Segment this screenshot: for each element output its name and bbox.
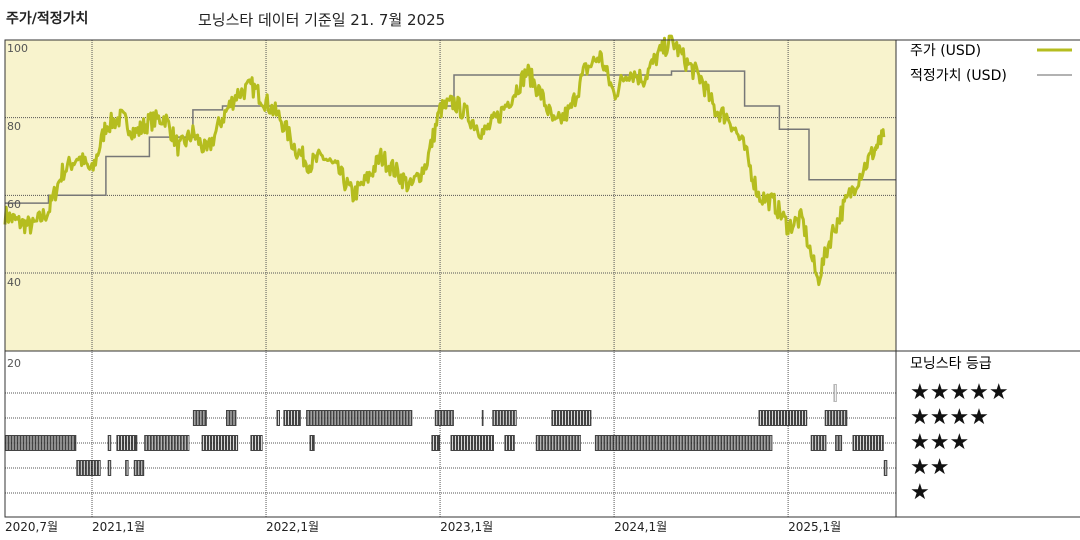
rating-bar [144, 435, 190, 451]
rating-segment-14 [116, 435, 138, 451]
rating-segment-12 [5, 435, 77, 451]
y-tick-100: 100 [7, 42, 28, 55]
rating-bar [201, 435, 239, 451]
rating-segment-20 [450, 435, 494, 451]
rating-segment-26 [852, 435, 884, 451]
price-line [3, 34, 886, 287]
rating-segment-3 [276, 410, 280, 426]
chart-subtitle: 모닝스타 데이터 기준일 21. 7월 2025 [198, 11, 446, 29]
fair-value-line [5, 70, 896, 204]
x-tick-label: 2021,1월 [92, 520, 145, 534]
rating-bar [758, 410, 808, 426]
rating-bar [835, 435, 843, 451]
star-row-1: ★ [910, 480, 930, 505]
rating-segment-23 [594, 435, 773, 451]
rating-segment-18 [309, 435, 315, 451]
rating-segment-27 [76, 460, 101, 476]
fair-value-layer [5, 70, 896, 204]
star-row-3: ★★★ [910, 430, 969, 455]
rating-bar [5, 435, 77, 451]
rating-segment-2 [226, 410, 237, 426]
rating-segment-17 [250, 435, 263, 451]
rating-segment-25 [835, 435, 843, 451]
rating-segment-15 [144, 435, 190, 451]
rating-segment-30 [133, 460, 145, 476]
rating-segment-9 [551, 410, 592, 426]
rating-segment-21 [504, 435, 515, 451]
price-layer [3, 34, 886, 287]
rating-segment-24 [810, 435, 827, 451]
rating-segment-0 [833, 384, 837, 402]
rating-bar [116, 435, 138, 451]
rating-legend-title: 모닝스타 등급 [910, 356, 992, 372]
rating-bar [434, 410, 454, 426]
rating-bar [492, 410, 517, 426]
y-tick-20: 20 [7, 357, 21, 370]
rating-segment-29 [125, 460, 129, 476]
legend-fair-label: 적정가치 (USD) [910, 68, 1007, 84]
x-tick-label: 2022,1월 [266, 520, 319, 534]
rating-segment-10 [758, 410, 808, 426]
rating-segment-16 [201, 435, 239, 451]
x-axis: 2020,7월 2021,1월 2022,1월 2023,1월 2024,1월 2025,… [5, 520, 841, 534]
rating-bar [431, 435, 441, 451]
x-tick-label: 2025,1월 [788, 520, 841, 534]
rating-bar [283, 410, 301, 426]
rating-segment-11 [824, 410, 848, 426]
rating-segment-6 [434, 410, 454, 426]
star-row-5: ★★★★★ [910, 380, 1009, 405]
rating-segment-28 [107, 460, 112, 476]
rating-bar [309, 435, 315, 451]
rating-panel-background [5, 351, 896, 517]
chart-title: 주가/적정가치 [6, 11, 89, 27]
rating-bar [192, 410, 207, 426]
rating-segment-22 [535, 435, 581, 451]
rating-bar [76, 460, 101, 476]
rating-segment-13 [107, 435, 112, 451]
legend-price-label: 주가 (USD) [910, 43, 981, 59]
y-tick-60: 60 [7, 198, 21, 211]
rating-bar [481, 410, 484, 426]
x-tick-label: 2024,1월 [614, 520, 667, 534]
x-tick-label: 2023,1월 [440, 520, 493, 534]
rating-segment-4 [283, 410, 301, 426]
rating-segment-19 [431, 435, 441, 451]
rating-bar [250, 435, 263, 451]
rating-segment-31 [883, 460, 888, 476]
star-row-2: ★★ [910, 455, 949, 480]
x-tick-label: 2020,7월 [5, 520, 58, 534]
rating-bar [450, 435, 494, 451]
y-tick-40: 40 [7, 276, 21, 289]
rating-segment-8 [492, 410, 517, 426]
rating-segment-7 [481, 410, 484, 426]
star-row-4: ★★★★ [910, 405, 989, 430]
plot-frame [4, 39, 897, 518]
rating-segment-1 [192, 410, 207, 426]
y-tick-80: 80 [7, 120, 21, 133]
rating-layer [5, 384, 888, 476]
rating-segment-5 [306, 410, 413, 426]
